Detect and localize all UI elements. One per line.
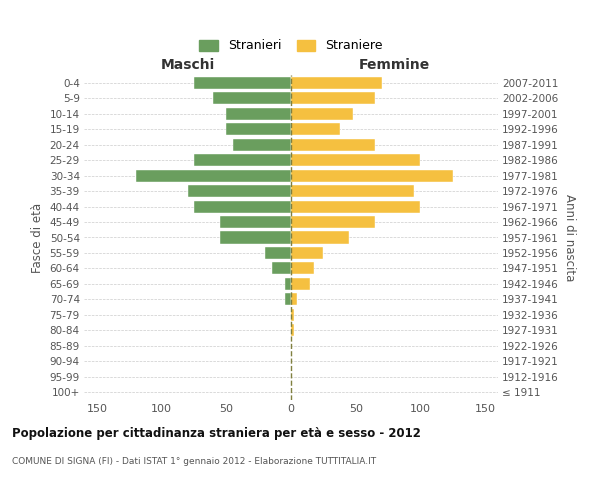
- Bar: [291, 278, 310, 290]
- Bar: [220, 216, 291, 228]
- Bar: [187, 185, 291, 197]
- Bar: [284, 294, 291, 306]
- Y-axis label: Anni di nascita: Anni di nascita: [563, 194, 575, 281]
- Bar: [220, 232, 291, 243]
- Bar: [291, 247, 323, 259]
- Bar: [291, 154, 421, 166]
- Bar: [284, 278, 291, 290]
- Bar: [291, 76, 382, 89]
- Bar: [136, 170, 291, 181]
- Bar: [291, 262, 314, 274]
- Legend: Stranieri, Straniere: Stranieri, Straniere: [196, 36, 386, 56]
- Bar: [265, 247, 291, 259]
- Bar: [226, 108, 291, 120]
- Bar: [233, 138, 291, 150]
- Text: Femmine: Femmine: [359, 58, 430, 72]
- Bar: [291, 309, 293, 321]
- Bar: [194, 154, 291, 166]
- Bar: [291, 185, 414, 197]
- Bar: [291, 324, 293, 336]
- Bar: [291, 138, 375, 150]
- Y-axis label: Fasce di età: Fasce di età: [31, 202, 44, 272]
- Bar: [291, 216, 375, 228]
- Bar: [291, 294, 298, 306]
- Bar: [226, 123, 291, 135]
- Bar: [194, 200, 291, 212]
- Bar: [291, 200, 421, 212]
- Text: Maschi: Maschi: [160, 58, 215, 72]
- Bar: [194, 76, 291, 89]
- Bar: [291, 123, 340, 135]
- Text: COMUNE DI SIGNA (FI) - Dati ISTAT 1° gennaio 2012 - Elaborazione TUTTITALIA.IT: COMUNE DI SIGNA (FI) - Dati ISTAT 1° gen…: [12, 458, 376, 466]
- Bar: [214, 92, 291, 104]
- Bar: [272, 262, 291, 274]
- Bar: [291, 232, 349, 243]
- Bar: [291, 108, 353, 120]
- Bar: [291, 170, 453, 181]
- Bar: [291, 92, 375, 104]
- Text: Popolazione per cittadinanza straniera per età e sesso - 2012: Popolazione per cittadinanza straniera p…: [12, 428, 421, 440]
